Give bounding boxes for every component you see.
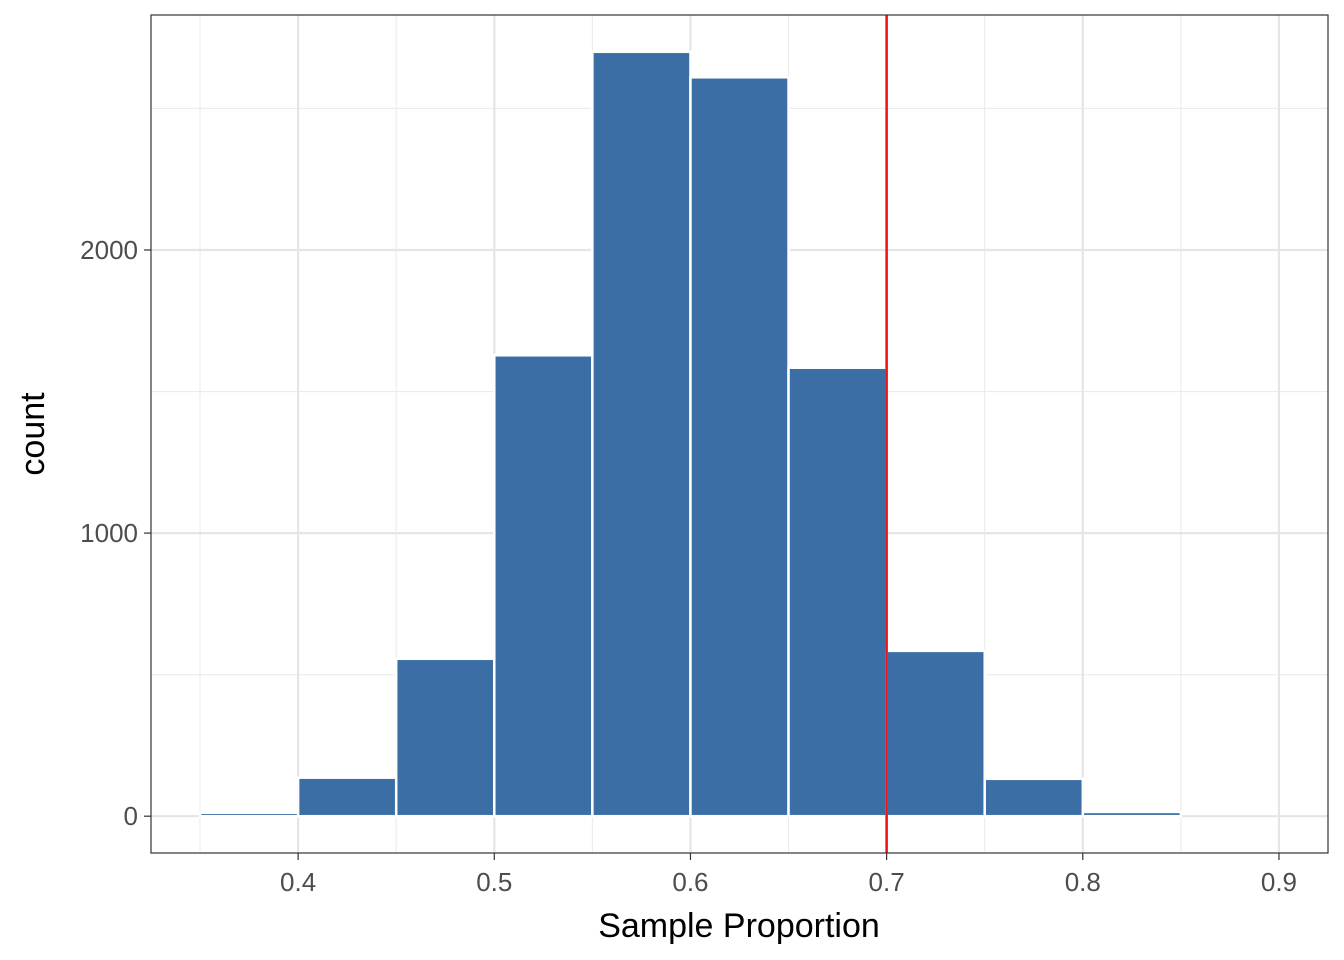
x-tick-label: 0.4 <box>280 867 316 897</box>
x-tick-label: 0.7 <box>869 867 905 897</box>
histogram-bar <box>591 50 692 818</box>
x-tick-label: 0.9 <box>1261 867 1297 897</box>
histogram-bar <box>983 777 1085 818</box>
histogram-bars <box>198 50 1183 818</box>
histogram-bar <box>689 76 790 818</box>
histogram-bar <box>493 354 594 818</box>
y-axis-title: count <box>14 392 52 476</box>
histogram-bar <box>885 649 986 818</box>
histogram-bar <box>787 366 888 818</box>
histogram-bar <box>394 657 496 818</box>
y-tick-label: 0 <box>124 801 138 831</box>
y-tick-label: 2000 <box>80 235 138 265</box>
histogram-bar <box>296 776 398 818</box>
x-axis-title: Sample Proportion <box>598 907 880 945</box>
x-tick-label: 0.6 <box>672 867 708 897</box>
plot-border <box>150 14 1329 854</box>
x-tick-label: 0.5 <box>476 867 512 897</box>
y-axis-ticks: 0 1000 2000 <box>80 235 151 831</box>
x-axis-ticks: 0.4 0.5 0.6 0.7 0.8 0.9 <box>280 853 1297 897</box>
y-tick-label: 1000 <box>80 518 138 548</box>
histogram-bar <box>1081 810 1183 818</box>
x-tick-label: 0.8 <box>1065 867 1101 897</box>
histogram-bar <box>198 811 300 818</box>
